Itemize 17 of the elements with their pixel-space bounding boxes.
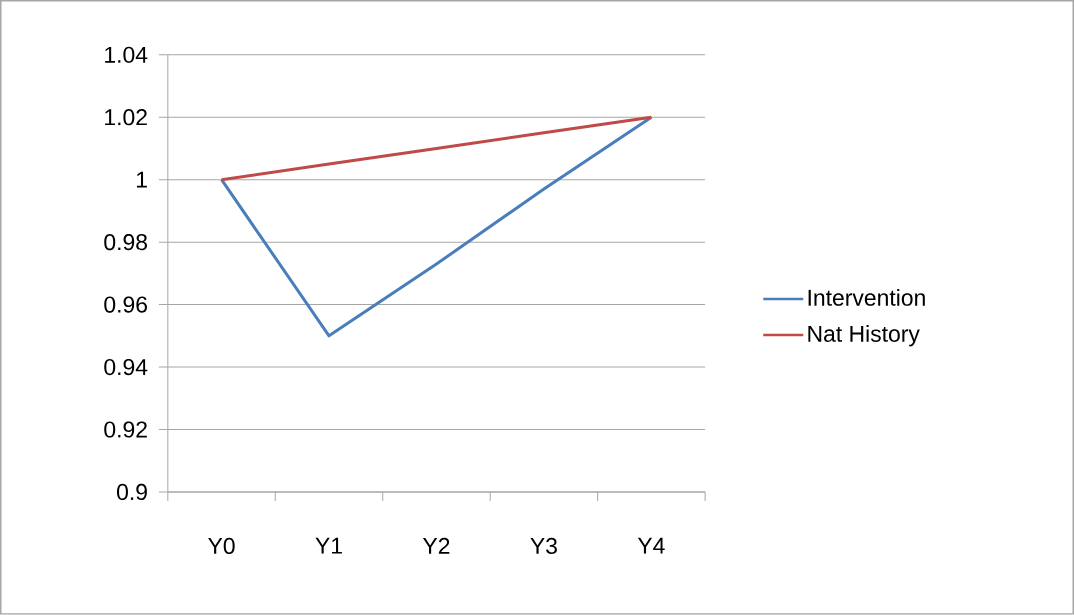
line-series bbox=[220, 115, 653, 182]
x-tick-label: Y1 bbox=[315, 537, 342, 554]
x-tick-label: Y0 bbox=[208, 537, 235, 555]
y-tick-label: 0.92 bbox=[104, 421, 147, 438]
x-tick-label: Y3 bbox=[530, 537, 557, 555]
y-tick-label: 0.96 bbox=[104, 296, 147, 313]
y-tick-label: 1 bbox=[136, 171, 147, 188]
y-tick-label: 0.9 bbox=[117, 483, 147, 501]
y-tick-label: 1.04 bbox=[105, 46, 148, 63]
legend-label: Intervention bbox=[808, 289, 925, 306]
x-tick-label: Y4 bbox=[637, 537, 665, 554]
y-tick-label: 0.98 bbox=[104, 234, 147, 251]
line-series bbox=[220, 115, 653, 338]
y-tick-label: 1.02 bbox=[105, 109, 147, 126]
y-tick-label: 0.94 bbox=[104, 359, 148, 376]
legend-label: Nat History bbox=[808, 325, 920, 347]
x-tick-label: Y2 bbox=[422, 537, 450, 554]
